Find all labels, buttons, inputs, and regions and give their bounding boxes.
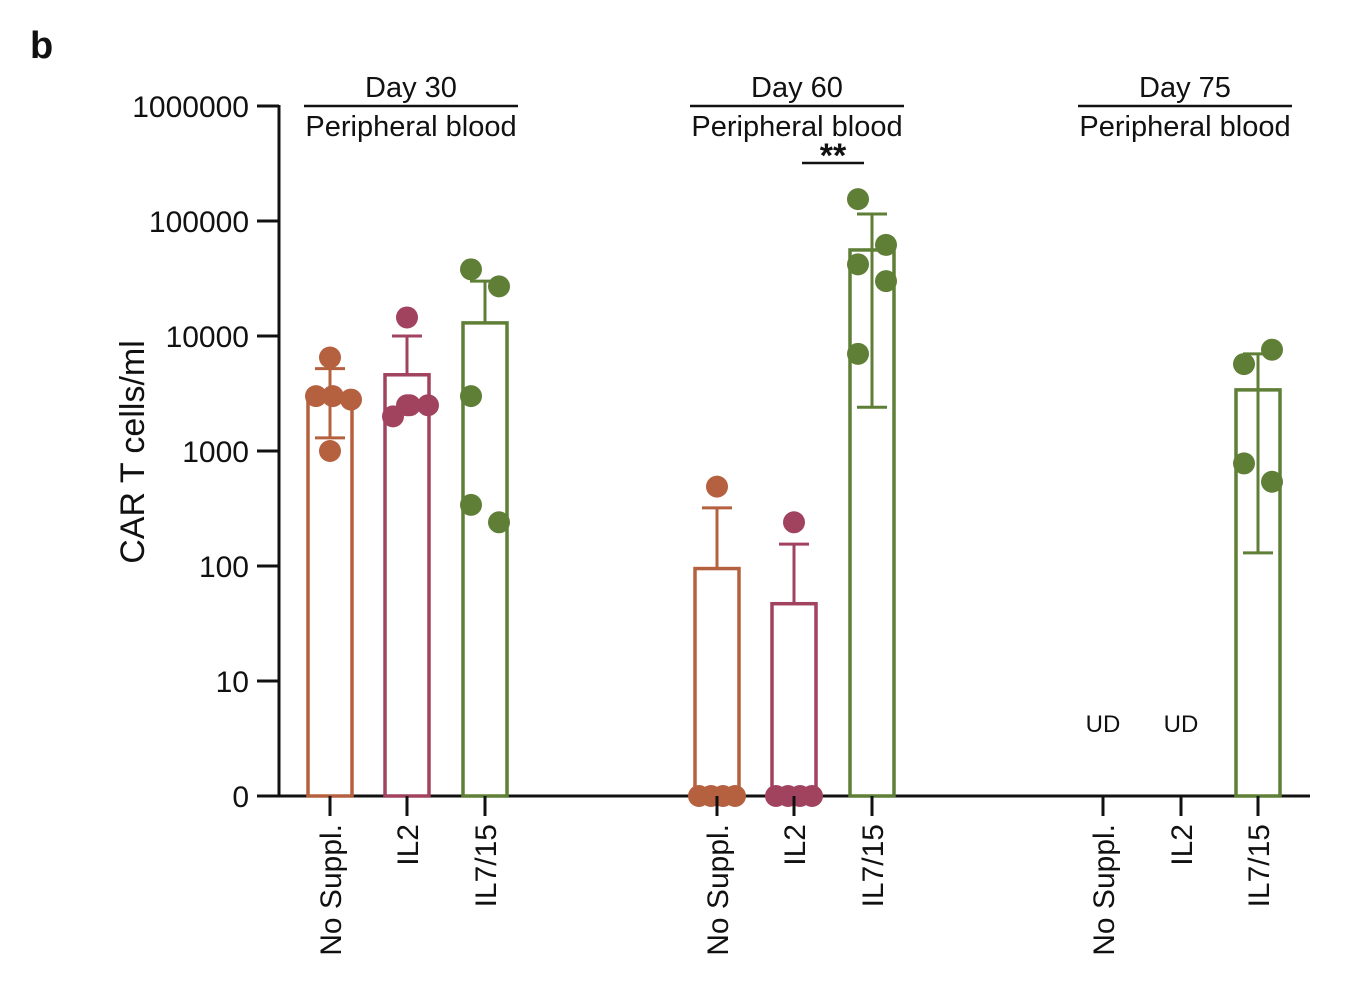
data-point [488,511,510,534]
undetected-label: UD [1164,711,1199,738]
data-point [724,785,746,807]
x-category-label: IL2 [779,824,812,866]
data-point [847,188,869,211]
x-category-label: IL7/15 [1243,824,1276,907]
group-title: Day 30 [365,72,457,104]
x-category-label: No Suppl. [702,824,735,956]
data-point [460,385,482,408]
y-tick-label: 100000 [149,206,249,239]
x-category-label: IL7/15 [470,824,503,907]
x-category-label: No Suppl. [1088,824,1121,956]
bar [383,373,431,798]
data-point [396,306,418,329]
data-point [706,475,728,498]
y-tick-label: 10000 [166,321,249,354]
y-tick-label: 1000 [182,436,249,469]
bar [770,601,818,798]
data-point [1233,353,1255,376]
data-point [875,270,897,293]
data-point [321,385,344,408]
data-point [460,258,482,281]
panel-label: b [30,25,53,67]
y-tick-label: 100 [199,551,249,584]
y-tick-label: 10 [216,666,249,699]
data-point [305,385,327,408]
group-title: Day 60 [751,72,843,104]
y-axis-label: CAR T cells/ml [114,340,152,564]
x-category-labels: No Suppl. IL2 IL7/15 No Suppl. IL2 IL7/15 No S… [315,796,1276,956]
data-point [1233,452,1255,475]
data-point [488,275,510,298]
data-point [875,233,897,256]
x-category-label: IL2 [1166,824,1199,866]
data-point [801,785,823,807]
data-point [460,493,482,516]
x-category-label: No Suppl. [315,824,348,956]
group-subtitle: Peripheral blood [691,111,902,143]
data-point [417,394,439,417]
data-point [847,253,869,276]
group-headers: Day 30 Peripheral blood Day 60 Peripheral b… [304,72,1292,175]
y-tick-label: 1000000 [132,91,249,124]
bars: UD UD [305,188,1283,807]
data-point [396,394,418,417]
undetected-label: UD [1086,711,1121,738]
bar [693,566,741,798]
data-point [319,346,341,369]
y-tick-label: 0 [232,781,249,814]
x-category-label: IL2 [392,824,425,866]
axes: 0 10 100 1000 10000 100000 1000000 [132,91,1310,814]
data-point [783,511,805,534]
group-subtitle: Peripheral blood [305,111,516,143]
group-title: Day 75 [1139,72,1231,104]
group-subtitle: Peripheral blood [1079,111,1290,143]
significance-label: ** [820,137,847,175]
data-point [847,342,869,365]
data-point [1261,338,1283,361]
x-category-label: IL7/15 [857,824,890,907]
data-point [319,440,341,462]
data-point [1261,470,1283,493]
data-point [340,388,362,411]
